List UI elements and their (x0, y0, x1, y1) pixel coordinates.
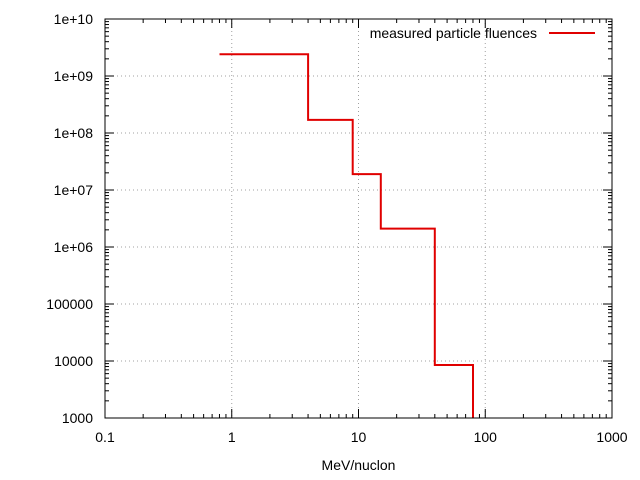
x-tick-label: 10 (351, 429, 367, 445)
y-tick-label: 1000 (62, 410, 93, 426)
x-tick-label: 0.1 (95, 429, 115, 445)
grid (105, 19, 612, 418)
plot-border (104, 18, 613, 419)
legend: measured particle fluences (370, 25, 595, 41)
tick-labels: 0.1 1 10 100 1000 1000 10000 100000 1e+06 1e+07 1e… (46, 11, 627, 445)
y-tick-label: 1e+06 (54, 239, 94, 255)
series (219, 53, 474, 418)
ticks (104, 18, 613, 419)
y-tick-label: 1e+07 (54, 182, 94, 198)
x-tick-label: 1 (228, 429, 236, 445)
y-tick-label: 1e+08 (54, 125, 94, 141)
y-tick-label: 100000 (46, 296, 93, 312)
y-tick-label: 1e+09 (54, 68, 94, 84)
y-tick-label: 1e+10 (54, 11, 94, 27)
x-tick-label: 100 (474, 429, 498, 445)
x-axis-label: MeV/nuclon (322, 457, 396, 473)
legend-label: measured particle fluences (370, 25, 537, 41)
series-line-measured-particle-fluences (219, 53, 474, 418)
y-tick-label: 10000 (54, 353, 93, 369)
x-tick-label: 1000 (596, 429, 627, 445)
